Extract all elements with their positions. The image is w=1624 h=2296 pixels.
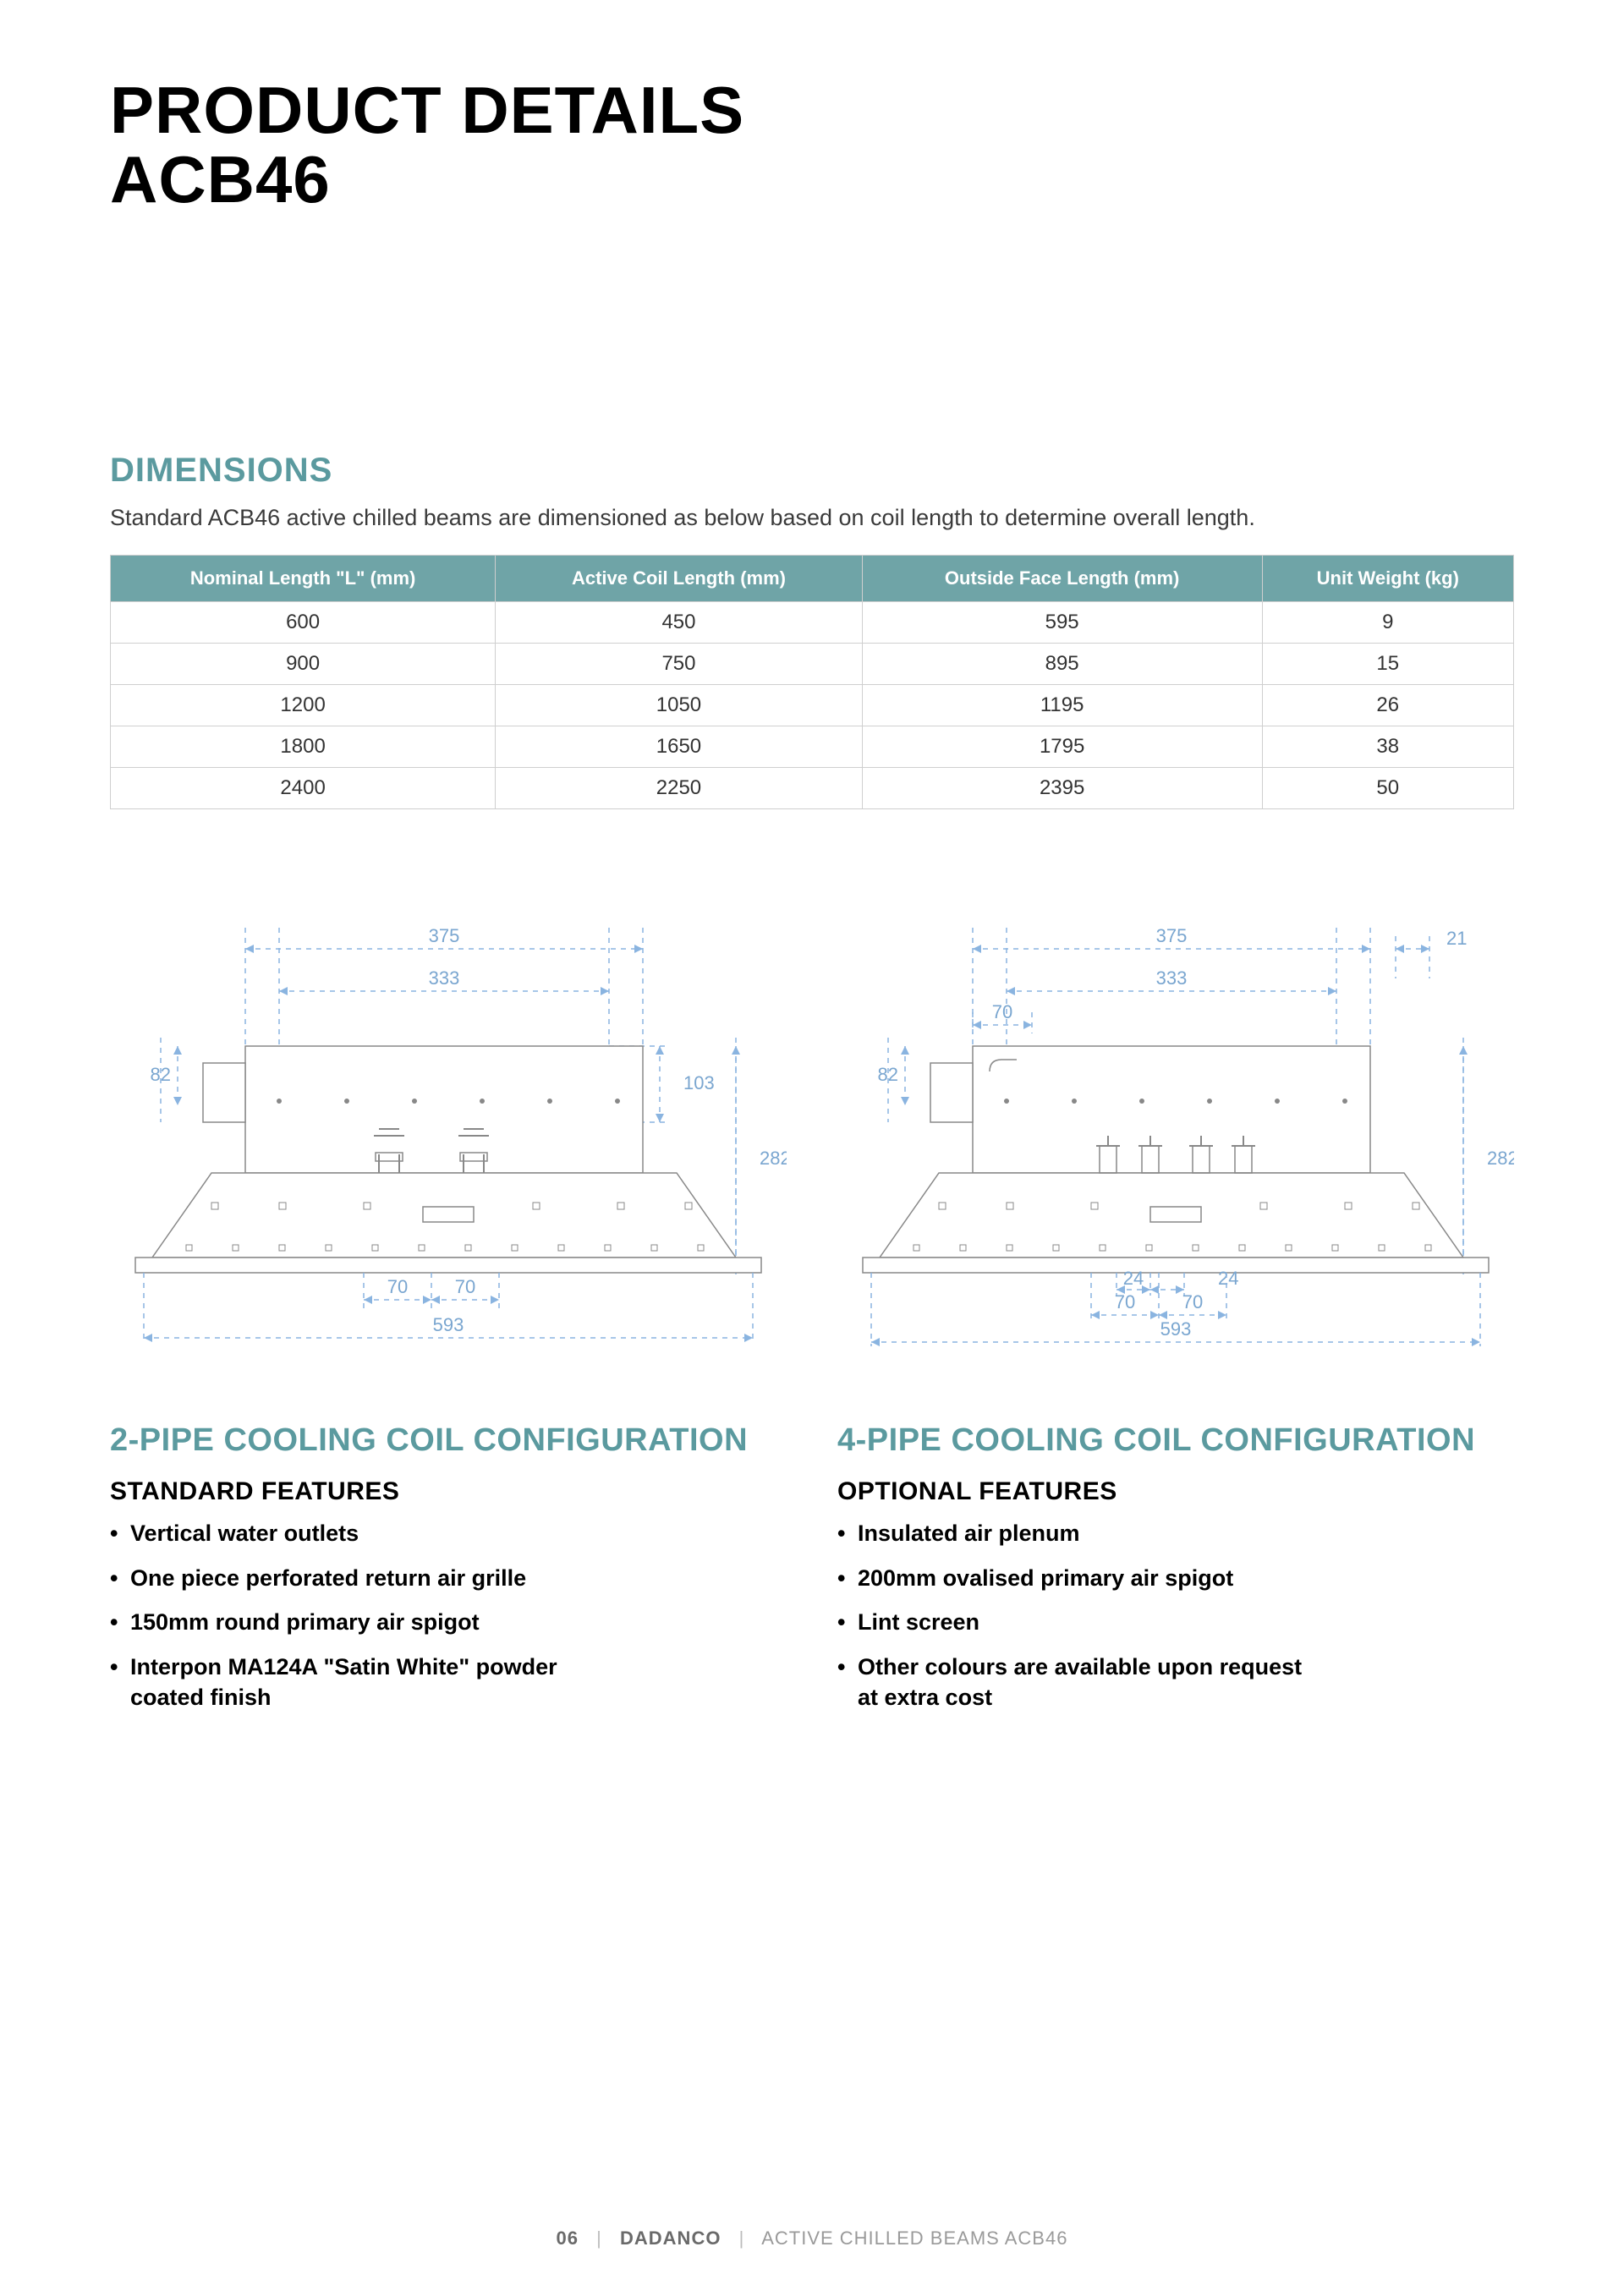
table-cell: 450 (496, 601, 863, 643)
footer-page: 06 (557, 2228, 579, 2249)
features-heading: OPTIONAL FEATURES (837, 1477, 1514, 1506)
config-title-left: 2-PIPE COOLING COIL CONFIGURATION (110, 1422, 787, 1460)
col-header: Outside Face Length (mm) (862, 555, 1262, 601)
table-cell: 900 (111, 643, 496, 684)
features-heading: STANDARD FEATURES (110, 1477, 787, 1506)
list-item: Insulated air plenum (837, 1518, 1328, 1548)
svg-text:593: 593 (1160, 1318, 1192, 1340)
table-cell: 895 (862, 643, 1262, 684)
svg-text:21: 21 (1446, 928, 1467, 949)
table-cell: 1800 (111, 726, 496, 767)
table-cell: 1200 (111, 684, 496, 726)
list-item: Lint screen (837, 1607, 1328, 1637)
table-cell: 9 (1262, 601, 1513, 643)
diagram-left-col: 375 333 82 103 282 70 70 593 (110, 902, 787, 1363)
table-row: 24002250239550 (111, 767, 1514, 808)
list-item: Other colours are available upon request… (837, 1652, 1328, 1713)
features-list-right: Insulated air plenum 200mm ovalised prima… (837, 1518, 1514, 1712)
table-body: 6004505959900750895151200105011952618001… (111, 601, 1514, 808)
table-row: 12001050119526 (111, 684, 1514, 726)
table-cell: 2395 (862, 767, 1262, 808)
table-cell: 2400 (111, 767, 496, 808)
page: PRODUCT DETAILS ACB46 DIMENSIONS Standar… (0, 0, 1624, 2296)
table-cell: 750 (496, 643, 863, 684)
svg-text:375: 375 (1156, 925, 1188, 946)
diagram-right-col: 37533321708228224247070593 (837, 902, 1514, 1363)
table-row: 18001650179538 (111, 726, 1514, 767)
svg-text:70: 70 (1182, 1291, 1203, 1312)
table-row: 6004505959 (111, 601, 1514, 643)
svg-text:593: 593 (433, 1314, 464, 1335)
svg-text:103: 103 (683, 1072, 715, 1093)
table-cell: 1050 (496, 684, 863, 726)
svg-text:70: 70 (1115, 1291, 1135, 1312)
svg-text:70: 70 (387, 1276, 408, 1297)
table-cell: 26 (1262, 684, 1513, 726)
svg-text:70: 70 (992, 1001, 1012, 1022)
svg-text:24: 24 (1123, 1268, 1144, 1289)
title-line-1: PRODUCT DETAILS (110, 73, 744, 147)
footer-sep: | (596, 2228, 602, 2249)
config-right: 4-PIPE COOLING COIL CONFIGURATION OPTION… (837, 1422, 1514, 1727)
diagrams-row: 375 333 82 103 282 70 70 593 375 333 21 70 82 282 24 2… (110, 902, 1514, 1363)
dimensions-heading: DIMENSIONS (110, 452, 1514, 490)
svg-text:70: 70 (455, 1276, 475, 1297)
footer-doc: ACTIVE CHILLED BEAMS ACB46 (761, 2228, 1067, 2249)
col-header: Unit Weight (kg) (1262, 555, 1513, 601)
svg-text:333: 333 (429, 967, 460, 989)
table-cell: 1195 (862, 684, 1262, 726)
table-cell: 2250 (496, 767, 863, 808)
table-cell: 1795 (862, 726, 1262, 767)
list-item: Interpon MA124A "Satin White" powder coa… (110, 1652, 601, 1713)
table-cell: 50 (1262, 767, 1513, 808)
config-left: 2-PIPE COOLING COIL CONFIGURATION STANDA… (110, 1422, 787, 1727)
table-cell: 595 (862, 601, 1262, 643)
svg-text:282: 282 (760, 1148, 787, 1169)
col-header: Active Coil Length (mm) (496, 555, 863, 601)
table-cell: 15 (1262, 643, 1513, 684)
diagram-2pipe: 375 333 82 103 282 70 70 593 (110, 902, 787, 1359)
table-cell: 38 (1262, 726, 1513, 767)
list-item: Vertical water outlets (110, 1518, 601, 1548)
page-footer: 06 | DADANCO | ACTIVE CHILLED BEAMS ACB4… (0, 2228, 1624, 2249)
footer-brand: DADANCO (620, 2228, 721, 2249)
page-title: PRODUCT DETAILS ACB46 (110, 76, 1514, 215)
dimensions-table: Nominal Length "L" (mm) Active Coil Leng… (110, 555, 1514, 809)
title-line-2: ACB46 (110, 142, 331, 216)
list-item: One piece perforated return air grille (110, 1563, 601, 1593)
svg-text:282: 282 (1487, 1148, 1514, 1169)
table-row: 90075089515 (111, 643, 1514, 684)
config-row: 2-PIPE COOLING COIL CONFIGURATION STANDA… (110, 1422, 1514, 1727)
footer-sep: | (739, 2228, 745, 2249)
dimensions-intro: Standard ACB46 active chilled beams are … (110, 505, 1514, 531)
svg-text:375: 375 (429, 925, 460, 946)
list-item: 150mm round primary air spigot (110, 1607, 601, 1637)
features-list-left: Vertical water outlets One piece perforat… (110, 1518, 787, 1712)
svg-text:333: 333 (1156, 967, 1188, 989)
table-cell: 1650 (496, 726, 863, 767)
table-header-row: Nominal Length "L" (mm) Active Coil Leng… (111, 555, 1514, 601)
col-header: Nominal Length "L" (mm) (111, 555, 496, 601)
list-item: 200mm ovalised primary air spigot (837, 1563, 1328, 1593)
diagram-4pipe: 37533321708228224247070593 (837, 902, 1514, 1359)
svg-text:82: 82 (878, 1064, 898, 1085)
table-cell: 600 (111, 601, 496, 643)
svg-text:82: 82 (151, 1064, 171, 1085)
svg-text:24: 24 (1218, 1268, 1238, 1289)
config-title-right: 4-PIPE COOLING COIL CONFIGURATION (837, 1422, 1514, 1460)
